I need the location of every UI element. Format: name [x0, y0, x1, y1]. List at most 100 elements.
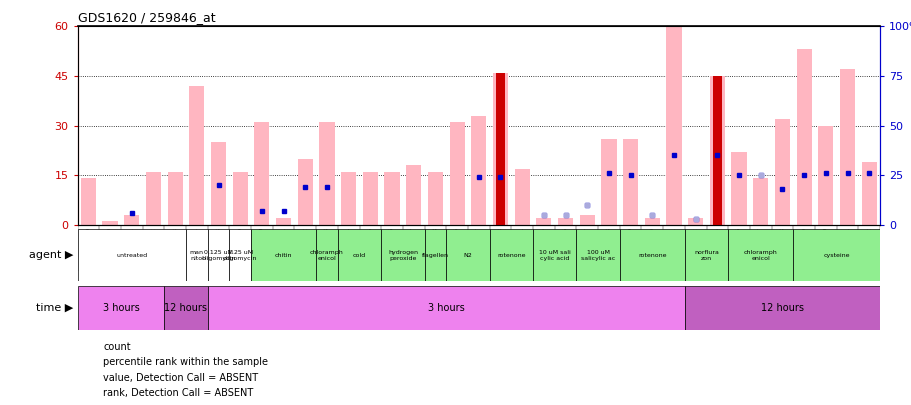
Bar	[839, 69, 855, 225]
Text: percentile rank within the sample: percentile rank within the sample	[103, 358, 268, 367]
Bar	[316, 229, 337, 281]
Bar	[752, 179, 768, 225]
Text: GSM85633: GSM85633	[323, 227, 330, 265]
Text: chitin: chitin	[274, 253, 292, 258]
Text: flagellen: flagellen	[422, 253, 448, 258]
Text: GSM85644: GSM85644	[518, 227, 525, 265]
Text: 10 uM sali
cylic acid: 10 uM sali cylic acid	[538, 250, 570, 260]
Text: chloramph
enicol: chloramph enicol	[743, 250, 777, 260]
Bar	[536, 218, 551, 225]
Text: 3 hours: 3 hours	[102, 303, 139, 313]
Bar	[684, 229, 728, 281]
Bar	[622, 139, 638, 225]
Bar	[492, 72, 507, 225]
Text: value, Detection Call = ABSENT: value, Detection Call = ABSENT	[103, 373, 258, 383]
Text: GSM85660: GSM85660	[822, 227, 828, 265]
Bar	[341, 172, 356, 225]
Text: GSM85628: GSM85628	[215, 227, 221, 265]
Bar	[619, 229, 684, 281]
Bar	[381, 229, 425, 281]
Bar	[319, 122, 334, 225]
Text: cysteine: cysteine	[823, 253, 849, 258]
Text: GSM85655: GSM85655	[713, 227, 720, 265]
Text: agent ▶: agent ▶	[28, 250, 73, 260]
Text: rotenone: rotenone	[496, 253, 525, 258]
Bar	[600, 139, 616, 225]
Text: 100 uM
salicylic ac: 100 uM salicylic ac	[580, 250, 615, 260]
Bar	[795, 49, 811, 225]
Text: GSM85653: GSM85653	[172, 227, 178, 265]
Bar	[297, 159, 312, 225]
Text: GSM85629: GSM85629	[237, 227, 243, 265]
Bar	[793, 229, 879, 281]
Text: GSM85638: GSM85638	[432, 227, 438, 265]
Bar	[124, 215, 139, 225]
Bar	[189, 86, 204, 225]
Bar	[425, 229, 445, 281]
Text: GSM85636: GSM85636	[389, 227, 394, 265]
Bar	[254, 122, 269, 225]
Bar	[579, 215, 594, 225]
Bar	[146, 172, 161, 225]
Text: GSM85643: GSM85643	[496, 227, 503, 265]
Text: GSM85639: GSM85639	[86, 227, 91, 265]
Text: GSM85640: GSM85640	[107, 227, 113, 265]
Text: 1.25 uM
oligomycin: 1.25 uM oligomycin	[223, 250, 257, 260]
Text: GSM85632: GSM85632	[302, 227, 308, 265]
Text: N2: N2	[463, 253, 472, 258]
Bar	[363, 172, 377, 225]
Text: rotenone: rotenone	[638, 253, 666, 258]
Text: GSM85647: GSM85647	[584, 227, 589, 265]
Text: GSM85649: GSM85649	[627, 227, 633, 265]
Bar	[576, 229, 619, 281]
Bar	[232, 172, 248, 225]
Bar	[514, 168, 529, 225]
Bar	[168, 172, 182, 225]
Bar	[449, 122, 465, 225]
Text: cold: cold	[353, 253, 365, 258]
Bar	[210, 142, 226, 225]
Text: GSM85634: GSM85634	[345, 227, 352, 265]
Text: 12 hours: 12 hours	[760, 303, 804, 313]
Text: untreated: untreated	[116, 253, 148, 258]
Text: GSM85650: GSM85650	[649, 227, 655, 265]
Bar	[712, 76, 721, 225]
Text: time ▶: time ▶	[36, 303, 73, 313]
Text: GSM85659: GSM85659	[800, 227, 806, 265]
Text: GSM85645: GSM85645	[540, 227, 547, 265]
Bar	[709, 76, 724, 225]
Text: GSM85651: GSM85651	[670, 227, 676, 265]
Bar	[558, 218, 572, 225]
Text: norflura
zon: norflura zon	[693, 250, 718, 260]
Text: 3 hours: 3 hours	[427, 303, 464, 313]
Bar	[208, 229, 229, 281]
Text: GSM85635: GSM85635	[367, 227, 373, 265]
Bar	[684, 286, 879, 330]
Bar	[337, 229, 381, 281]
Bar	[774, 119, 789, 225]
Text: GSM85656: GSM85656	[735, 227, 742, 265]
Bar	[427, 172, 443, 225]
Bar	[489, 229, 532, 281]
Bar	[384, 172, 399, 225]
Text: GSM85648: GSM85648	[605, 227, 611, 265]
Bar	[532, 229, 576, 281]
Text: 12 hours: 12 hours	[164, 303, 207, 313]
Bar	[496, 72, 504, 225]
Bar	[731, 152, 746, 225]
Text: GSM85661: GSM85661	[844, 227, 850, 265]
Bar	[405, 165, 421, 225]
Text: GSM85662: GSM85662	[865, 227, 871, 265]
Text: GSM85627: GSM85627	[476, 227, 481, 265]
Text: GSM85637: GSM85637	[410, 227, 416, 265]
Text: hydrogen
peroxide: hydrogen peroxide	[387, 250, 417, 260]
Bar	[817, 126, 833, 225]
Bar	[861, 162, 875, 225]
Text: rank, Detection Call = ABSENT: rank, Detection Call = ABSENT	[103, 388, 253, 398]
Text: chloramph
enicol: chloramph enicol	[310, 250, 343, 260]
Bar	[102, 222, 118, 225]
Bar	[77, 229, 186, 281]
Bar	[666, 26, 681, 225]
Bar	[445, 229, 489, 281]
Text: GSM85642: GSM85642	[150, 227, 157, 265]
